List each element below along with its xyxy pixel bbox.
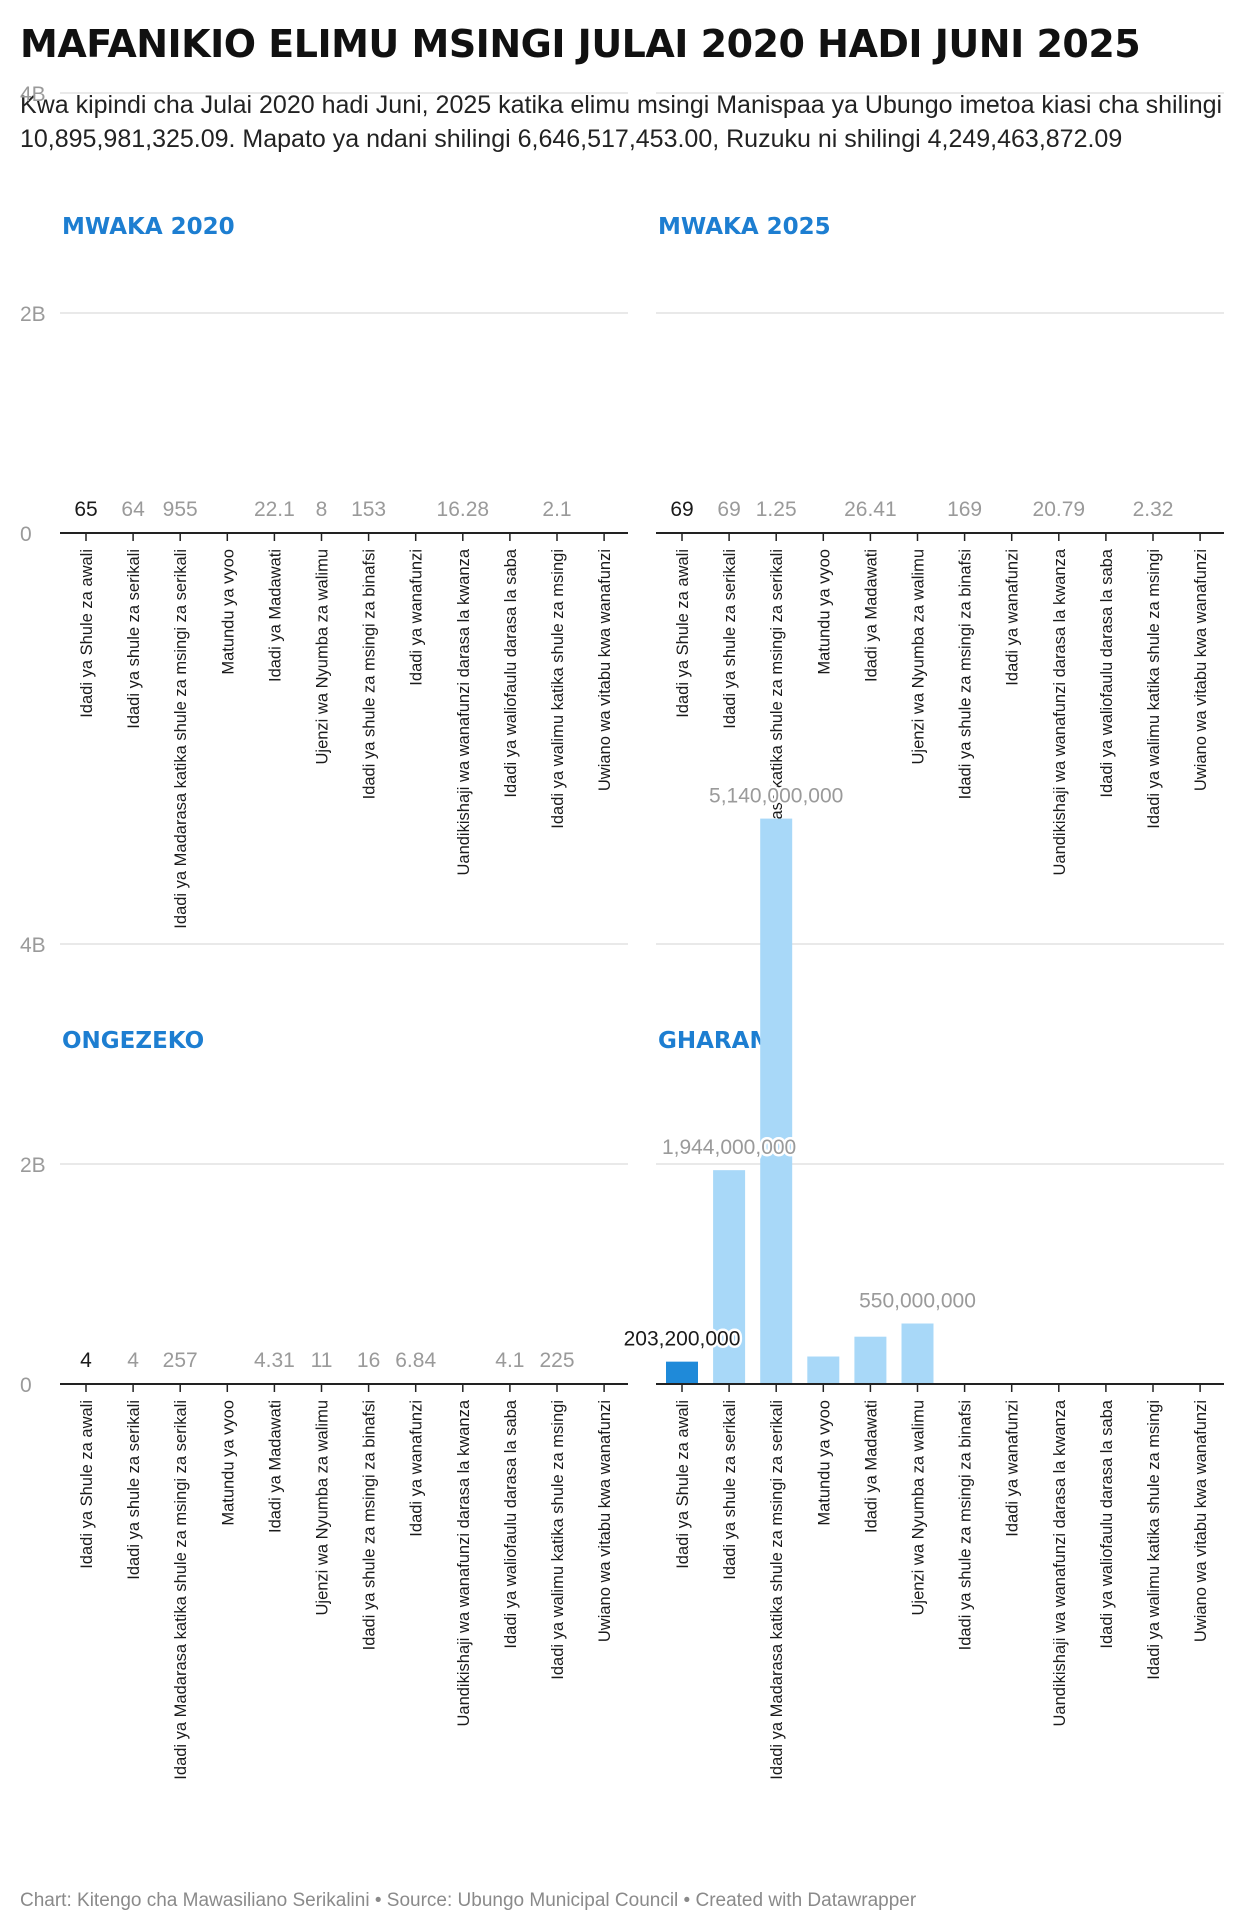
x-tick-label: Matundu ya vyoo <box>219 1400 237 1526</box>
chart-title: MAFANIKIO ELIMU MSINGI JULAI 2020 HADI J… <box>20 22 1141 66</box>
value-label: 65 <box>74 498 97 521</box>
chart-footer: Chart: Kitengo cha Mawasiliano Serikalin… <box>20 1890 917 1911</box>
value-label: 4 <box>80 1349 92 1372</box>
panel-mwaka-2020: 0 2B 4B Idadi ya Shule za awali Idadi ya shu… <box>20 83 628 929</box>
value-label: 11 <box>311 1349 333 1372</box>
value-label: 4 <box>127 1349 139 1372</box>
value-label: 69 <box>717 498 740 521</box>
x-tick-label: Uwiano wa vitabu kwa wanafunzi <box>1192 1400 1210 1642</box>
chart-description: Kwa kipindi cha Julai 2020 hadi Juni, 20… <box>20 91 1223 153</box>
x-tick-label: Idadi ya walimu katika shule za msingi <box>549 549 567 829</box>
x-tick-label: Idadi ya Madawati <box>862 549 880 682</box>
x-tick-label: Idadi ya wanafunzi <box>1004 1400 1022 1537</box>
panel-gharama: Idadi ya Shule za awali Idadi ya shule za… <box>621 782 1224 1780</box>
x-tick-label: Uandikishaji wa wanafunzi darasa la kwan… <box>1051 548 1069 875</box>
value-label: 1.25 <box>756 498 797 521</box>
value-label: 22.1 <box>254 498 295 521</box>
value-label: 169 <box>947 498 982 521</box>
x-tick-label: Idadi ya Shule za awali <box>674 1400 692 1569</box>
value-label: 203,200,000 <box>624 1328 741 1351</box>
y-tick-label: 0 <box>20 523 32 546</box>
value-label: 64 <box>121 498 145 521</box>
x-tick-label: Uandikishaji wa wanafunzi darasa la kwan… <box>455 1399 473 1726</box>
x-tick-label: Uandikishaji wa wanafunzi darasa la kwan… <box>1051 1399 1069 1726</box>
value-label: 4.1 <box>495 1349 524 1372</box>
x-tick-label: Idadi ya wanafunzi <box>1004 549 1022 686</box>
x-tick-label: Idadi ya walimu katika shule za msingi <box>1145 1400 1163 1680</box>
x-tick-label: Idadi ya Madarasa katika shule za msingi… <box>172 549 190 929</box>
x-tick-label: Idadi ya Madawati <box>862 1400 880 1533</box>
x-tick-label: Idadi ya Shule za awali <box>78 1400 96 1569</box>
value-label: 1,944,000,000 <box>662 1136 796 1159</box>
x-tick-label: Idadi ya Madarasa katika shule za msingi… <box>768 1400 786 1780</box>
x-tick-label: Idadi ya wanafunzi <box>408 549 426 686</box>
value-label: 955 <box>163 498 198 521</box>
value-label: 153 <box>351 498 386 521</box>
x-tick-label: Idadi ya shule za serikali <box>125 1400 143 1580</box>
value-label: 16.28 <box>437 498 490 521</box>
panel-ongezeko: 0 2B 4B Idadi ya Shule za awali Idadi ya shu… <box>20 934 628 1780</box>
x-tick-label: Idadi ya Shule za awali <box>674 549 692 718</box>
x-tick-label: Idadi ya Madawati <box>266 1400 284 1533</box>
value-label: 257 <box>163 1349 198 1372</box>
x-tick-label: Ujenzi wa Nyumba za walimu <box>314 1400 332 1616</box>
value-label: 8 <box>316 498 328 521</box>
panel-title-mwaka-2020: MWAKA 2020 <box>62 214 235 240</box>
bar-idadi-ya-shule-za-awali <box>666 1361 698 1384</box>
x-tick-label: Idadi ya walimu katika shule za msingi <box>549 1400 567 1680</box>
x-tick-label: Matundu ya vyoo <box>815 1400 833 1526</box>
x-tick-label: Uwiano wa vitabu kwa wanafunzi <box>596 1400 614 1642</box>
value-label: 26.41 <box>844 498 897 521</box>
x-tick-label: Idadi ya shule za serikali <box>721 1400 739 1580</box>
value-label: 5,140,000,000 <box>709 785 843 808</box>
y-tick-label: 2B <box>20 1154 46 1177</box>
x-tick-label: Idadi ya shule za msingi za binafsi <box>957 1400 975 1650</box>
x-tick-label: Idadi ya shule za msingi za binafsi <box>957 549 975 799</box>
value-label: 20.79 <box>1033 498 1086 521</box>
y-tick-label: 0 <box>20 1374 32 1397</box>
panel-title-mwaka-2025: MWAKA 2025 <box>658 214 831 240</box>
x-tick-label: Idadi ya shule za serikali <box>721 549 739 729</box>
x-tick-label: Uwiano wa vitabu kwa wanafunzi <box>1192 549 1210 791</box>
bar-idadi-ya-shule-za-serikali <box>713 1170 746 1384</box>
x-tick-label: Matundu ya vyoo <box>219 549 237 675</box>
x-tick-label: Idadi ya waliofaulu darasa la saba <box>502 1399 520 1648</box>
bar-ujenzi-wa-nyumba-za-walimu <box>901 1323 934 1384</box>
value-label: 2.1 <box>542 498 571 521</box>
x-tick-label: Uwiano wa vitabu kwa wanafunzi <box>596 549 614 791</box>
x-tick-label: Ujenzi wa Nyumba za walimu <box>910 549 928 765</box>
value-label: 550,000,000 <box>859 1290 976 1313</box>
x-tick-label: Idadi ya walimu katika shule za msingi <box>1145 549 1163 829</box>
value-label: 2.32 <box>1133 498 1174 521</box>
y-tick-label: 4B <box>20 83 46 106</box>
x-tick-label: Idadi ya shule za msingi za binafsi <box>361 1400 379 1650</box>
x-tick-label: Idadi ya Madawati <box>266 549 284 682</box>
value-label: 6.84 <box>395 1349 436 1372</box>
value-label: 69 <box>670 498 693 521</box>
x-tick-label: Matundu ya vyoo <box>815 549 833 675</box>
bar-matundu-ya-vyoo <box>807 1356 840 1384</box>
bar-idadi-ya-madarasa-katika-shule-za-msingi-za-serikali <box>760 818 793 1384</box>
x-tick-label: Idadi ya Shule za awali <box>78 549 96 718</box>
x-tick-label: Idadi ya waliofaulu darasa la saba <box>1098 548 1116 797</box>
bar-idadi-ya-madawati <box>854 1336 887 1384</box>
x-tick-label: Idadi ya wanafunzi <box>408 1400 426 1537</box>
x-tick-label: Idadi ya Madarasa katika shule za msingi… <box>172 1400 190 1780</box>
x-tick-label: Idadi ya shule za serikali <box>125 549 143 729</box>
x-tick-label: Ujenzi wa Nyumba za walimu <box>314 549 332 765</box>
value-label: 225 <box>539 1349 574 1372</box>
panel-title-ongezeko: ONGEZEKO <box>62 1028 205 1054</box>
value-label: 4.31 <box>254 1349 295 1372</box>
y-tick-label: 4B <box>20 934 46 957</box>
x-tick-label: Idadi ya waliofaulu darasa la saba <box>502 548 520 797</box>
x-tick-label: Idadi ya shule za msingi za binafsi <box>361 549 379 799</box>
x-tick-label: Uandikishaji wa wanafunzi darasa la kwan… <box>455 548 473 875</box>
y-tick-label: 2B <box>20 303 46 326</box>
x-tick-label: Idadi ya waliofaulu darasa la saba <box>1098 1399 1116 1648</box>
x-tick-label: Ujenzi wa Nyumba za walimu <box>910 1400 928 1616</box>
value-label: 16 <box>357 1349 380 1372</box>
